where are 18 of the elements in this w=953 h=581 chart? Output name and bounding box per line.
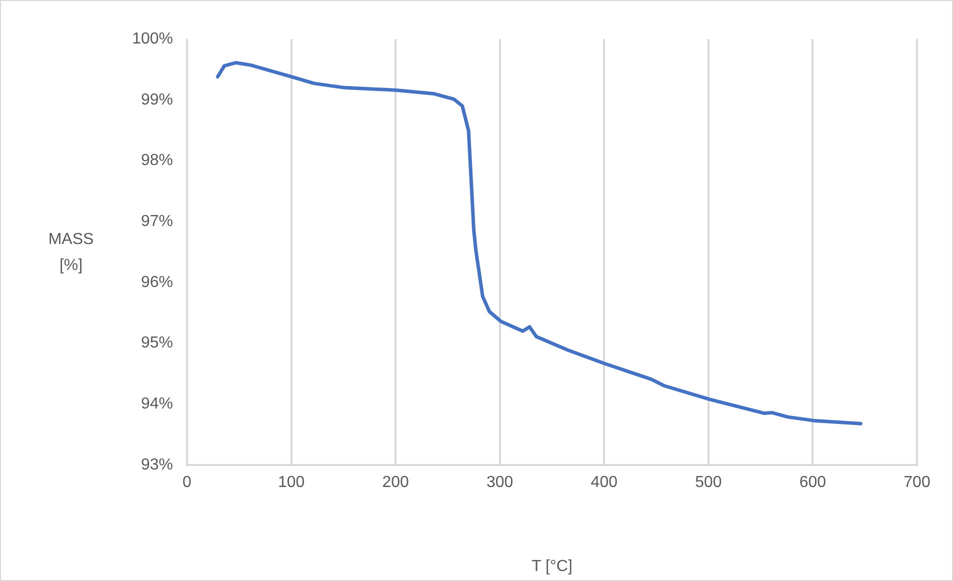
x-axis-title: T [°C] — [532, 558, 572, 575]
x-tick-label: 700 — [904, 474, 930, 492]
x-tick-label: 300 — [486, 474, 514, 492]
y-tick-label: 99% — [140, 91, 173, 108]
x-tick-label: 600 — [799, 474, 826, 492]
y-tick-label: 96% — [140, 274, 173, 291]
x-tick-label: 0 — [182, 474, 192, 492]
y-tick-label: 93% — [140, 456, 173, 474]
y-tick-label: 100% — [132, 30, 173, 48]
y-tick-label: 95% — [140, 334, 173, 352]
y-tick-label: 94% — [140, 396, 173, 413]
x-tick-label: 100 — [278, 474, 305, 492]
y-tick-label: 97% — [140, 212, 173, 230]
x-tick-label: 400 — [590, 474, 618, 492]
x-tick-label: 200 — [382, 474, 410, 492]
y-axis-title: MASS [%] — [47, 230, 95, 276]
x-tick-label: 500 — [695, 474, 722, 492]
y-tick-label: 98% — [140, 152, 173, 170]
